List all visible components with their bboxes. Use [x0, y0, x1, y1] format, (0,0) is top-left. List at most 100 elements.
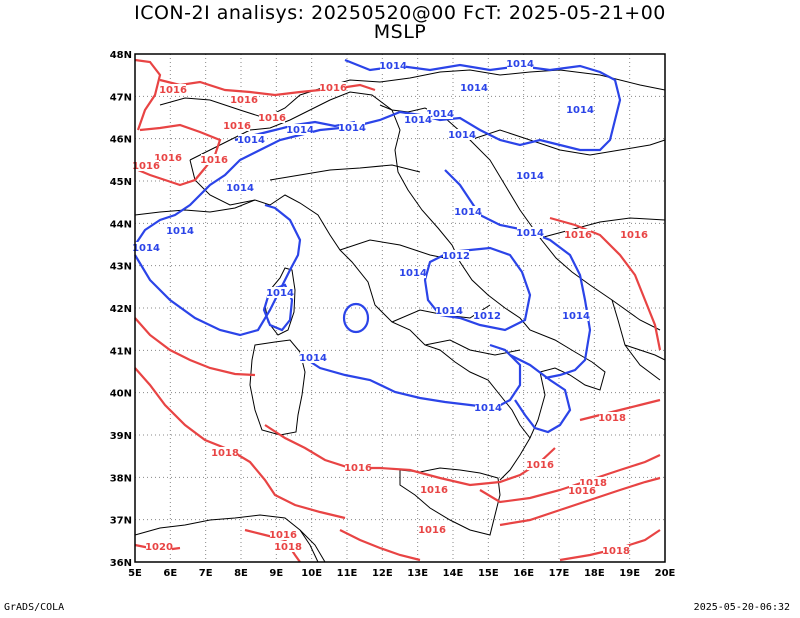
isobar-label-blue-bg	[227, 182, 253, 193]
border-balkans	[469, 129, 666, 156]
isobar-label-blue: 1014	[237, 135, 265, 146]
isobar-label-blue: 1014	[474, 403, 502, 414]
border-france-italy	[189, 159, 256, 206]
isobar-label-blue-bg	[475, 402, 501, 413]
isobar-label-red: 1016	[526, 460, 554, 471]
coast-north-africa	[134, 514, 326, 563]
x-tick-label: 20E	[655, 568, 676, 579]
isobar-label-blue-bg	[455, 206, 481, 217]
isobar-label-blue: 1014	[506, 59, 534, 70]
y-tick-label: 40N	[110, 389, 132, 400]
isobar-label-red-bg	[231, 94, 257, 105]
coast-corsica	[264, 267, 296, 336]
x-tick-label: 5E	[128, 568, 142, 579]
isobar-1016-africa	[339, 529, 421, 562]
isobar-label-blue: 1014	[132, 243, 160, 254]
isobar-label-red-bg	[421, 484, 447, 495]
x-tick-label: 18E	[584, 568, 605, 579]
isobar-label-red: 1020	[145, 542, 173, 553]
isobar-label-blue: 1014	[454, 207, 482, 218]
border-regions-south2	[424, 339, 521, 356]
isobar-label-red-bg	[599, 412, 625, 423]
isobar-label-blue: 1014	[286, 125, 314, 136]
isobar-label-red: 1016	[230, 95, 258, 106]
isobar-label-blue: 1014	[338, 123, 366, 134]
isobar-1014-north	[134, 58, 622, 246]
isobar-label-blue-bg	[449, 129, 475, 140]
isobar-low-tyrrhenian	[342, 302, 370, 334]
graticule-grid	[135, 54, 665, 562]
isobar-label-blue-bg	[339, 122, 365, 133]
isobar-label-blue-bg	[405, 114, 431, 125]
isobar-label-red: 1016	[200, 155, 228, 166]
isobar-label-blue-bg	[167, 225, 193, 236]
isobar-label-red-bg	[160, 84, 186, 95]
y-tick-label: 47N	[110, 92, 132, 103]
isobar-label-red-bg	[146, 541, 172, 552]
isobar-1014-west	[134, 203, 302, 337]
isobar-label-blue-bg	[517, 227, 543, 238]
coast-italy-west	[254, 194, 531, 481]
coast-italy-east	[391, 109, 606, 439]
y-tick-label: 42N	[110, 304, 132, 315]
isobars-red	[134, 58, 662, 563]
isobar-label-blue-bg	[287, 124, 313, 135]
isobar-label-blue-bg	[567, 104, 593, 115]
isobar-label-blue-bg	[443, 250, 469, 261]
isobar-label-blue-bg	[474, 310, 500, 321]
isobar-label-blue-bg	[427, 108, 453, 119]
isobar-label-blue-bg	[380, 60, 406, 71]
isobar-label-blue: 1012	[442, 251, 470, 262]
x-tick-label: 19E	[619, 568, 640, 579]
coast-sicily	[399, 467, 501, 536]
isobar-label-red: 1016	[418, 525, 446, 536]
y-tick-label: 43N	[110, 262, 132, 273]
isobar-label-red: 1016	[258, 113, 286, 124]
isobar-1018-ionian	[499, 476, 661, 527]
x-tick-label: 11E	[337, 568, 358, 579]
y-tick-label: 38N	[110, 473, 132, 484]
isobar-label-blue-bg	[517, 170, 543, 181]
map-subtitle: MSLP	[373, 21, 427, 43]
footer-timestamp: 2025-05-20-06:32	[693, 602, 790, 613]
x-tick-label: 17E	[549, 568, 570, 579]
isobar-label-blue-bg	[507, 58, 533, 69]
axis-ticks: 5E 6E 7E 8E 9E 10E 11E 12E 13E 14E 15E 16E 17E 18E 19E…	[110, 50, 676, 579]
isobar-label-red-bg	[275, 541, 301, 552]
coast-albania	[611, 299, 661, 381]
isobar-labels-red: 1016101610161016101610161016101610181016…	[132, 82, 648, 557]
isobar-label-red-bg	[259, 112, 285, 123]
isobar-1016-south	[264, 424, 556, 487]
isobar-label-red-bg	[603, 545, 629, 556]
isobar-label-blue: 1014	[404, 115, 432, 126]
isobar-label-red-bg	[580, 477, 606, 488]
y-tick-label: 48N	[110, 50, 132, 61]
isobar-label-blue-bg	[563, 310, 589, 321]
isobar-label-red: 1016	[132, 161, 160, 172]
isobar-label-blue: 1014	[516, 171, 544, 182]
isobar-label-red-bg	[224, 120, 250, 131]
isobar-1016-northwest	[134, 58, 376, 131]
isobar-label-red: 1016	[154, 153, 182, 164]
y-tick-label: 39N	[110, 431, 132, 442]
isobars-blue	[134, 58, 622, 434]
y-tick-label: 37N	[110, 516, 132, 527]
isobar-label-red: 1016	[620, 230, 648, 241]
isobar-label-red: 1016	[319, 83, 347, 94]
isobar-label-blue: 1014	[435, 306, 463, 317]
x-tick-label: 7E	[199, 568, 213, 579]
x-tick-label: 13E	[407, 568, 428, 579]
map-title: ICON-2I analisys: 20250520@00 FcT: 2025-…	[134, 2, 666, 24]
isobar-label-red-bg	[565, 229, 591, 240]
isobar-label-red: 1018	[579, 478, 607, 489]
coast-tunisia	[299, 529, 319, 563]
isobar-label-red-bg	[527, 459, 553, 470]
isobar-label-red-bg	[320, 82, 346, 93]
x-tick-label: 10E	[301, 568, 322, 579]
isobar-label-blue-bg	[461, 82, 487, 93]
isobar-label-blue: 1014	[226, 183, 254, 194]
y-tick-label: 46N	[110, 135, 132, 146]
isobar-label-blue: 1014	[460, 83, 488, 94]
isobar-label-red: 1016	[344, 463, 372, 474]
x-tick-label: 9E	[269, 568, 283, 579]
